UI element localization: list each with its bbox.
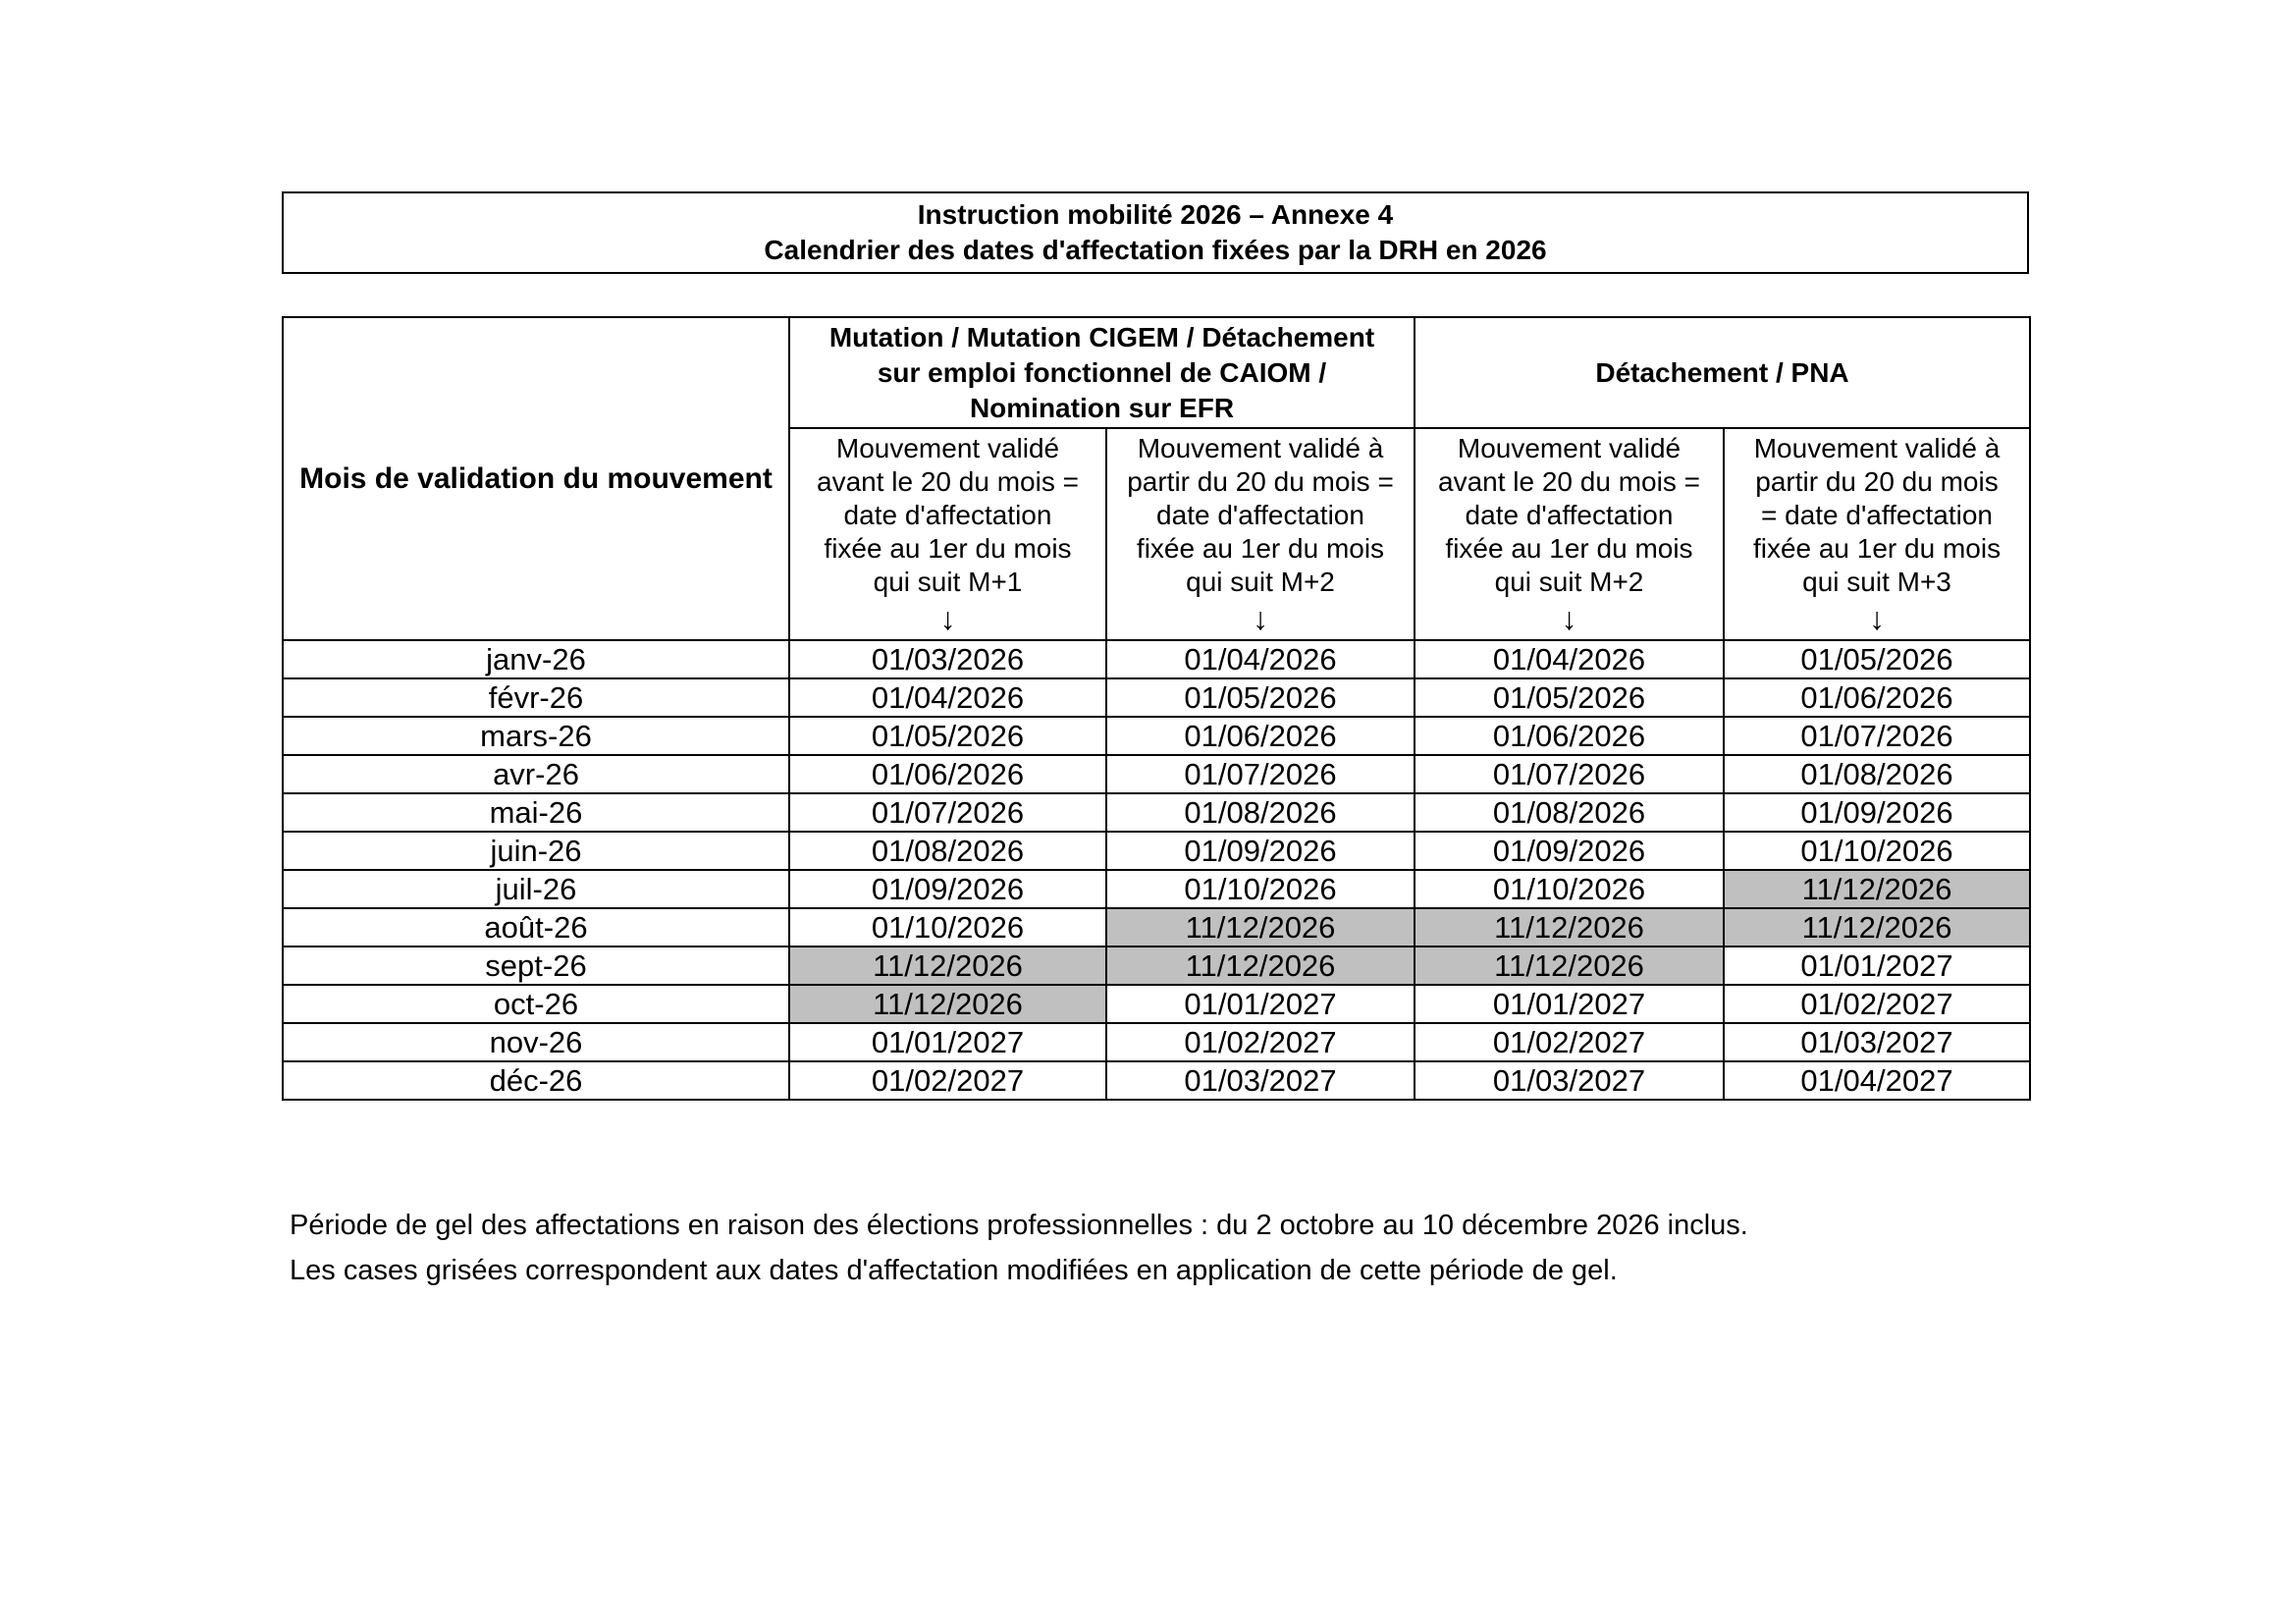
group-header-mutation: Mutation / Mutation CIGEM / Détachement … xyxy=(788,316,1415,429)
date-cell: 01/10/2026 xyxy=(1722,831,2032,871)
date-cell: 01/05/2026 xyxy=(788,716,1107,756)
date-cell: 01/08/2026 xyxy=(1722,754,2032,794)
subheader-valide-avant-m2: Mouvement validé avant le 20 du mois = d… xyxy=(1414,427,1725,641)
date-cell: 01/09/2026 xyxy=(1414,831,1725,871)
subheader-valide-apres-m3: Mouvement validé à partir du 20 du mois … xyxy=(1722,427,2032,641)
date-cell: 01/10/2026 xyxy=(788,907,1107,947)
subheader-text: Mouvement validé à partir du 20 du mois … xyxy=(1127,433,1394,597)
date-cell: 01/04/2026 xyxy=(1414,639,1725,679)
date-cell: 01/01/2027 xyxy=(788,1022,1107,1062)
date-cell: 01/02/2027 xyxy=(1105,1022,1415,1062)
date-cell: 01/05/2026 xyxy=(1105,677,1415,718)
date-cell: 01/04/2026 xyxy=(788,677,1107,718)
month-cell: juil-26 xyxy=(282,869,790,909)
date-cell: 01/03/2027 xyxy=(1414,1060,1725,1101)
date-cell: 01/09/2026 xyxy=(788,869,1107,909)
date-cell: 01/05/2026 xyxy=(1414,677,1725,718)
table-header: Mois de validation du mouvement Mutation… xyxy=(282,316,2032,641)
month-cell: sept-26 xyxy=(282,946,790,986)
date-cell: 01/03/2026 xyxy=(788,639,1107,679)
date-cell: 01/08/2026 xyxy=(1105,792,1415,833)
group-header-detachement-pna: Détachement / PNA xyxy=(1413,316,2032,429)
date-cell: 01/06/2026 xyxy=(788,754,1107,794)
note-gel-period: Période de gel des affectations en raiso… xyxy=(290,1210,1748,1241)
date-cell: 01/07/2026 xyxy=(1722,716,2032,756)
month-cell: oct-26 xyxy=(282,984,790,1024)
down-arrow-icon: ↓ xyxy=(939,601,956,636)
date-cell: 01/02/2027 xyxy=(788,1060,1107,1101)
sub-header-row: Mouvement validé avant le 20 du mois = d… xyxy=(283,427,2032,641)
date-cell: 01/06/2026 xyxy=(1722,677,2032,718)
subheader-text: Mouvement validé avant le 20 du mois = d… xyxy=(817,433,1079,597)
table-row: août-26 01/10/2026 11/12/2026 11/12/2026 11/… xyxy=(282,907,2032,947)
date-cell: 01/02/2027 xyxy=(1414,1022,1725,1062)
month-cell: févr-26 xyxy=(282,677,790,718)
month-cell: déc-26 xyxy=(282,1060,790,1101)
date-cell: 01/02/2027 xyxy=(1722,984,2032,1024)
date-cell: 01/08/2026 xyxy=(788,831,1107,871)
corner-header: Mois de validation du mouvement xyxy=(282,316,790,641)
table-row: janv-26 01/03/2026 01/04/2026 01/04/2026 01/… xyxy=(282,639,2032,679)
date-cell: 01/04/2027 xyxy=(1722,1060,2032,1101)
footnotes: Période de gel des affectations en raiso… xyxy=(290,1203,1748,1293)
table-row: juin-26 01/08/2026 01/09/2026 01/09/2026 01/… xyxy=(282,831,2032,871)
date-cell: 01/06/2026 xyxy=(1414,716,1725,756)
subheader-text: Mouvement validé avant le 20 du mois = d… xyxy=(1438,433,1700,597)
table-row: avr-26 01/06/2026 01/07/2026 01/07/2026 01/0… xyxy=(282,754,2032,794)
note-gray-cells: Les cases grisées correspondent aux date… xyxy=(290,1255,1618,1286)
title-box: Instruction mobilité 2026 – Annexe 4 Cal… xyxy=(282,191,2029,274)
table-row: nov-26 01/01/2027 01/02/2027 01/02/2027 01/0… xyxy=(282,1022,2032,1062)
month-cell: mars-26 xyxy=(282,716,790,756)
date-cell-gray: 11/12/2026 xyxy=(1414,907,1725,947)
date-cell: 01/09/2026 xyxy=(1105,831,1415,871)
date-cell: 01/01/2027 xyxy=(1722,946,2032,986)
table-row: déc-26 01/02/2027 01/03/2027 01/03/2027 01/0… xyxy=(282,1060,2032,1101)
subheader-valide-apres-m2: Mouvement validé à partir du 20 du mois … xyxy=(1105,427,1415,641)
subheader-valide-avant-m1: Mouvement validé avant le 20 du mois = d… xyxy=(788,427,1107,641)
table-row: oct-26 11/12/2026 01/01/2027 01/01/2027 01/0… xyxy=(282,984,2032,1024)
month-cell: janv-26 xyxy=(282,639,790,679)
date-cell: 01/07/2026 xyxy=(788,792,1107,833)
title-line-1: Instruction mobilité 2026 – Annexe 4 xyxy=(917,199,1394,230)
date-cell: 01/01/2027 xyxy=(1414,984,1725,1024)
table-row: juil-26 01/09/2026 01/10/2026 01/10/2026 11/… xyxy=(282,869,2032,909)
date-cell-gray: 11/12/2026 xyxy=(1105,907,1415,947)
month-cell: nov-26 xyxy=(282,1022,790,1062)
title-line-2: Calendrier des dates d'affectation fixée… xyxy=(764,235,1547,265)
calendar-table: Mois de validation du mouvement Mutation… xyxy=(282,316,2032,1101)
date-cell: 01/03/2027 xyxy=(1722,1022,2032,1062)
date-cell: 01/06/2026 xyxy=(1105,716,1415,756)
date-cell: 01/04/2026 xyxy=(1105,639,1415,679)
table-body: janv-26 01/03/2026 01/04/2026 01/04/2026 01/… xyxy=(282,639,2032,1101)
down-arrow-icon: ↓ xyxy=(1869,601,1885,636)
date-cell-gray: 11/12/2026 xyxy=(788,946,1107,986)
month-cell: mai-26 xyxy=(282,792,790,833)
table-row: févr-26 01/04/2026 01/05/2026 01/05/2026 01/… xyxy=(282,677,2032,718)
date-cell: 01/10/2026 xyxy=(1105,869,1415,909)
month-cell: août-26 xyxy=(282,907,790,947)
table-row: mars-26 01/05/2026 01/06/2026 01/06/2026 01/… xyxy=(282,716,2032,756)
date-cell-gray: 11/12/2026 xyxy=(788,984,1107,1024)
month-cell: avr-26 xyxy=(282,754,790,794)
date-cell: 01/03/2027 xyxy=(1105,1060,1415,1101)
date-cell: 01/08/2026 xyxy=(1414,792,1725,833)
date-cell: 01/01/2027 xyxy=(1105,984,1415,1024)
date-cell: 01/07/2026 xyxy=(1414,754,1725,794)
down-arrow-icon: ↓ xyxy=(1561,601,1577,636)
date-cell: 01/10/2026 xyxy=(1414,869,1725,909)
subheader-text: Mouvement validé à partir du 20 du mois … xyxy=(1752,433,2002,597)
date-cell: 01/05/2026 xyxy=(1722,639,2032,679)
date-cell-gray: 11/12/2026 xyxy=(1105,946,1415,986)
down-arrow-icon: ↓ xyxy=(1253,601,1268,636)
date-cell: 01/07/2026 xyxy=(1105,754,1415,794)
date-cell: 01/09/2026 xyxy=(1722,792,2032,833)
date-cell-gray: 11/12/2026 xyxy=(1414,946,1725,986)
month-cell: juin-26 xyxy=(282,831,790,871)
table-row: mai-26 01/07/2026 01/08/2026 01/08/2026 01/0… xyxy=(282,792,2032,833)
date-cell-gray: 11/12/2026 xyxy=(1722,907,2032,947)
group-header-row: Mois de validation du mouvement Mutation… xyxy=(282,316,2032,641)
table-row: sept-26 11/12/2026 11/12/2026 11/12/2026 01/… xyxy=(282,946,2032,986)
date-cell-gray: 11/12/2026 xyxy=(1722,869,2032,909)
